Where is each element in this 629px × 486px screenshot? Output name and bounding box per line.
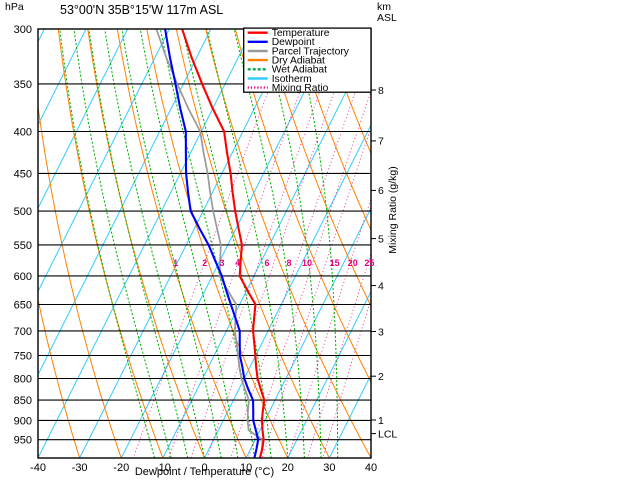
svg-text:800: 800 [14,373,32,385]
svg-text:3: 3 [378,326,384,338]
svg-text:300: 300 [14,24,32,36]
svg-text:ASL: ASL [377,12,397,24]
svg-text:4: 4 [235,258,240,268]
svg-text:3: 3 [219,258,224,268]
svg-text:8: 8 [286,258,291,268]
svg-text:-40: -40 [30,462,46,474]
svg-text:Mixing Ratio (g/kg): Mixing Ratio (g/kg) [387,166,399,254]
svg-text:25: 25 [364,258,374,268]
svg-text:10: 10 [302,258,312,268]
svg-text:950: 950 [14,435,32,447]
svg-text:550: 550 [14,240,32,252]
svg-text:6: 6 [378,185,384,197]
svg-text:40: 40 [365,462,377,474]
svg-text:400: 400 [14,127,32,139]
svg-text:20: 20 [348,258,358,268]
svg-text:20: 20 [282,462,294,474]
svg-text:5: 5 [378,233,384,245]
svg-text:Dewpoint / Temperature (°C): Dewpoint / Temperature (°C) [135,466,274,478]
svg-text:350: 350 [14,79,32,91]
svg-text:450: 450 [14,168,32,180]
svg-text:2: 2 [378,371,384,383]
svg-text:6: 6 [264,258,269,268]
svg-text:Mixing Ratio: Mixing Ratio [272,83,329,94]
svg-text:hPa: hPa [5,1,24,13]
svg-text:850: 850 [14,395,32,407]
svg-text:2: 2 [202,258,207,268]
svg-text:7: 7 [378,136,384,148]
svg-text:700: 700 [14,326,32,338]
svg-text:15: 15 [330,258,340,268]
svg-text:53°00'N 35B°15'W 117m ASL: 53°00'N 35B°15'W 117m ASL [60,3,223,17]
svg-text:-30: -30 [72,462,88,474]
svg-text:8: 8 [378,85,384,97]
svg-text:LCL: LCL [378,428,397,440]
svg-text:650: 650 [14,300,32,312]
svg-text:750: 750 [14,350,32,362]
svg-text:-20: -20 [113,462,129,474]
svg-text:500: 500 [14,206,32,218]
svg-text:4: 4 [378,280,384,292]
svg-text:600: 600 [14,271,32,283]
svg-text:30: 30 [323,462,335,474]
svg-text:900: 900 [14,415,32,427]
svg-text:1: 1 [378,415,384,427]
svg-text:1: 1 [173,258,178,268]
